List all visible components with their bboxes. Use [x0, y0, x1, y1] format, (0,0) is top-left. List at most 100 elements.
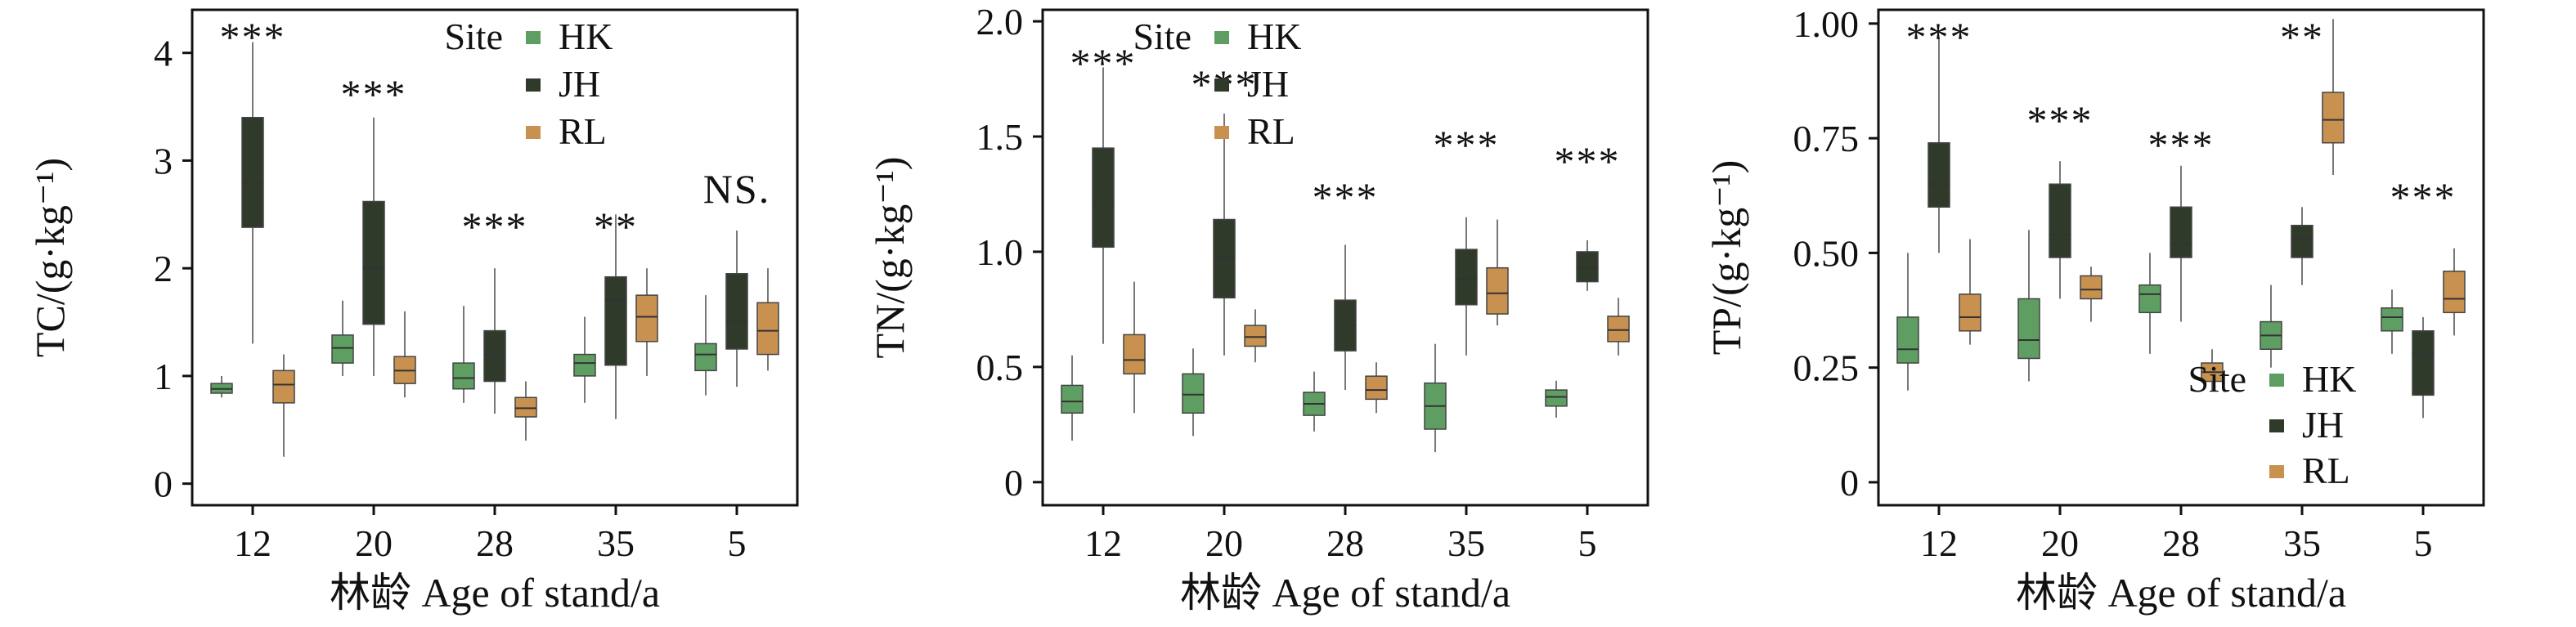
y-tick-label: 0 — [154, 464, 173, 505]
box-rl — [1244, 325, 1267, 347]
legend-entry: JH — [2302, 404, 2344, 446]
box-jh — [2291, 224, 2313, 258]
y-tick-label: 1 — [154, 356, 173, 397]
box-hk — [2017, 298, 2040, 360]
x-tick-label: 5 — [2414, 522, 2433, 564]
significance-label: *** — [341, 71, 407, 117]
box-rl — [756, 302, 779, 356]
x-tick-label: 20 — [2041, 522, 2079, 564]
significance-label: *** — [462, 204, 528, 249]
box-jh — [1455, 249, 1478, 306]
significance-label: *** — [1555, 138, 1621, 184]
chart-panel-3: 0 0.25 0.50 0.75 1.00 12 20 28 35 5 林龄 Age of stan… — [1703, 3, 2485, 616]
legend-entry: JH — [1247, 63, 1289, 105]
legend-entry: JH — [559, 63, 600, 105]
box-jh — [1576, 251, 1599, 283]
box-jh — [2170, 206, 2192, 258]
x-tick-label: 28 — [2162, 522, 2200, 564]
y-tick-label: 0.25 — [1793, 347, 1860, 389]
legend-swatch-jh — [526, 78, 541, 92]
legend-entry: RL — [2302, 450, 2350, 491]
box-hk — [452, 362, 475, 390]
y-tick-label: 1.00 — [1793, 3, 1860, 45]
box-hk — [331, 334, 354, 364]
box-rl — [272, 369, 295, 404]
y-axis-label: TP/(g·kg⁻¹) — [1703, 160, 1749, 356]
legend-swatch-jh — [1214, 78, 1229, 92]
y-tick-label: 1.5 — [976, 116, 1024, 158]
box-hk — [1896, 316, 1919, 364]
significance-label: *** — [1906, 14, 1972, 60]
x-axis-label: 林龄 Age of stand/a — [1180, 570, 1510, 616]
legend-entry: HK — [559, 16, 613, 57]
box-jh — [1928, 141, 1950, 208]
box-hk — [694, 343, 717, 372]
significance-label: ** — [594, 204, 638, 249]
chart-panel-2: 0 0.5 1.0 1.5 2.0 12 20 28 35 5 林龄 Age of stand/a T… — [867, 1, 1649, 616]
legend-swatch-hk — [2269, 374, 2284, 387]
box-jh — [725, 273, 748, 350]
x-tick-label: 35 — [597, 522, 635, 564]
legend-entry: RL — [1247, 110, 1295, 152]
box-rl — [1123, 334, 1146, 375]
box-rl — [1486, 266, 1509, 315]
y-tick-label: 0.50 — [1793, 232, 1860, 274]
x-tick-label: 12 — [234, 522, 272, 564]
x-tick-label: 20 — [1205, 522, 1243, 564]
box-hk — [1061, 384, 1084, 414]
box-hk — [1182, 373, 1205, 414]
y-tick-label: 2.0 — [976, 1, 1024, 43]
y-tick-label: 1.0 — [976, 231, 1024, 273]
y-tick-label: 2 — [154, 248, 173, 289]
legend-entry: RL — [559, 110, 607, 152]
x-tick-label: 5 — [1578, 522, 1597, 564]
box-rl — [2080, 275, 2103, 300]
box-rl — [514, 396, 537, 418]
significance-label: *** — [2390, 174, 2457, 220]
box-rl — [1365, 375, 1388, 401]
legend-swatch-rl — [1214, 126, 1229, 139]
box-jh — [2412, 330, 2435, 396]
legend-swatch-rl — [526, 126, 541, 139]
x-tick-label: 35 — [1447, 522, 1485, 564]
box-rl — [2443, 271, 2466, 314]
x-tick-label: 28 — [1326, 522, 1364, 564]
y-tick-label: 3 — [154, 140, 173, 181]
box-rl — [1959, 293, 1981, 332]
significance-label: *** — [2148, 122, 2215, 168]
x-tick-label: 5 — [728, 522, 747, 564]
legend-title: Site — [1133, 16, 1192, 57]
y-axis-label: TC/(g·kg⁻¹) — [27, 158, 73, 357]
x-axis-label: 林龄 Age of stand/a — [2016, 570, 2346, 616]
box-hk — [2138, 284, 2161, 314]
x-tick-label: 12 — [1920, 522, 1958, 564]
legend-entry: HK — [2302, 358, 2356, 400]
legend-title: Site — [444, 16, 503, 57]
legend-title: Site — [2188, 358, 2246, 400]
box-rl — [635, 294, 658, 343]
legend-swatch-jh — [2269, 419, 2284, 432]
significance-label: NS. — [703, 166, 770, 212]
significance-label: *** — [1070, 40, 1137, 86]
significance-label: *** — [2027, 97, 2094, 143]
y-tick-label: 0.5 — [976, 347, 1024, 388]
x-axis-label: 林龄 Age of stand/a — [330, 570, 660, 616]
significance-label: ** — [2280, 14, 2324, 60]
legend-entry: HK — [1247, 16, 1301, 57]
box-jh — [241, 116, 264, 228]
y-tick-label: 0.75 — [1793, 118, 1860, 159]
x-tick-label: 28 — [476, 522, 514, 564]
box-jh — [604, 275, 627, 366]
significance-label: *** — [220, 14, 286, 60]
y-tick-label: 4 — [154, 33, 173, 74]
y-tick-label: 0 — [1004, 462, 1023, 504]
box-hk — [573, 353, 596, 377]
box-jh — [483, 329, 506, 383]
box-rl — [1607, 316, 1630, 343]
box-jh — [2049, 183, 2071, 258]
box-hk — [2381, 307, 2403, 332]
